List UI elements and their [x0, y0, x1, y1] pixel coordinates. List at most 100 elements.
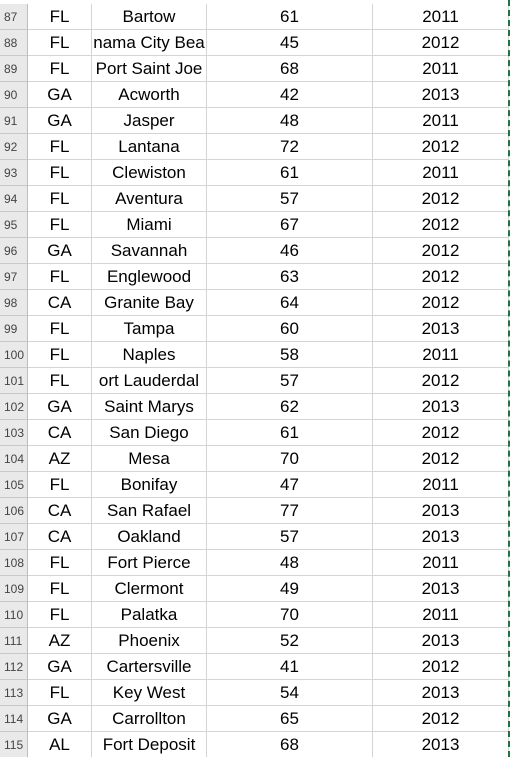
year-cell[interactable]: 2012 — [373, 264, 509, 290]
year-cell[interactable]: 2012 — [373, 212, 509, 238]
value-cell[interactable]: 62 — [207, 394, 373, 420]
year-cell[interactable]: 2012 — [373, 30, 509, 56]
state-cell[interactable]: FL — [28, 550, 92, 576]
state-cell[interactable]: FL — [28, 186, 92, 212]
state-cell[interactable]: FL — [28, 602, 92, 628]
year-cell[interactable]: 2012 — [373, 134, 509, 160]
row-header[interactable]: 103 — [0, 420, 28, 446]
city-cell[interactable]: Bonifay — [92, 472, 207, 498]
state-cell[interactable]: CA — [28, 420, 92, 446]
state-cell[interactable]: FL — [28, 316, 92, 342]
city-cell[interactable]: Carrollton — [92, 706, 207, 732]
row-header[interactable]: 114 — [0, 706, 28, 732]
value-cell[interactable]: 47 — [207, 472, 373, 498]
state-cell[interactable]: GA — [28, 706, 92, 732]
year-cell[interactable]: 2011 — [373, 4, 509, 30]
value-cell[interactable]: 52 — [207, 628, 373, 654]
city-cell[interactable]: San Rafael — [92, 498, 207, 524]
year-cell[interactable]: 2013 — [373, 628, 509, 654]
city-cell[interactable]: Clewiston — [92, 160, 207, 186]
value-cell[interactable]: 61 — [207, 420, 373, 446]
row-header[interactable]: 115 — [0, 732, 28, 757]
value-cell[interactable]: 61 — [207, 4, 373, 30]
city-cell[interactable]: Key West — [92, 680, 207, 706]
city-cell[interactable]: Granite Bay — [92, 290, 207, 316]
row-header[interactable]: 90 — [0, 82, 28, 108]
row-header[interactable]: 91 — [0, 108, 28, 134]
value-cell[interactable]: 72 — [207, 134, 373, 160]
year-cell[interactable]: 2012 — [373, 446, 509, 472]
row-header[interactable]: 108 — [0, 550, 28, 576]
city-cell[interactable]: Fort Deposit — [92, 732, 207, 757]
row-header[interactable]: 113 — [0, 680, 28, 706]
value-cell[interactable]: 57 — [207, 524, 373, 550]
value-cell[interactable]: 46 — [207, 238, 373, 264]
state-cell[interactable]: GA — [28, 82, 92, 108]
state-cell[interactable]: FL — [28, 56, 92, 82]
year-cell[interactable]: 2011 — [373, 56, 509, 82]
year-cell[interactable]: 2012 — [373, 368, 509, 394]
row-header[interactable]: 101 — [0, 368, 28, 394]
year-cell[interactable]: 2011 — [373, 108, 509, 134]
value-cell[interactable]: 70 — [207, 446, 373, 472]
city-cell[interactable]: ort Lauderdal — [92, 368, 207, 394]
year-cell[interactable]: 2012 — [373, 654, 509, 680]
year-cell[interactable]: 2013 — [373, 680, 509, 706]
year-cell[interactable]: 2013 — [373, 576, 509, 602]
city-cell[interactable]: Naples — [92, 342, 207, 368]
row-header[interactable]: 98 — [0, 290, 28, 316]
value-cell[interactable]: 48 — [207, 108, 373, 134]
city-cell[interactable]: Jasper — [92, 108, 207, 134]
row-header[interactable]: 111 — [0, 628, 28, 654]
city-cell[interactable]: Port Saint Joe — [92, 56, 207, 82]
row-header[interactable]: 105 — [0, 472, 28, 498]
value-cell[interactable]: 45 — [207, 30, 373, 56]
row-header[interactable]: 97 — [0, 264, 28, 290]
year-cell[interactable]: 2012 — [373, 186, 509, 212]
row-header[interactable]: 93 — [0, 160, 28, 186]
value-cell[interactable]: 41 — [207, 654, 373, 680]
city-cell[interactable]: Cartersville — [92, 654, 207, 680]
city-cell[interactable]: Aventura — [92, 186, 207, 212]
value-cell[interactable]: 58 — [207, 342, 373, 368]
year-cell[interactable]: 2012 — [373, 238, 509, 264]
state-cell[interactable]: FL — [28, 4, 92, 30]
state-cell[interactable]: FL — [28, 30, 92, 56]
value-cell[interactable]: 54 — [207, 680, 373, 706]
state-cell[interactable]: GA — [28, 108, 92, 134]
year-cell[interactable]: 2011 — [373, 602, 509, 628]
value-cell[interactable]: 61 — [207, 160, 373, 186]
year-cell[interactable]: 2013 — [373, 524, 509, 550]
row-header[interactable]: 99 — [0, 316, 28, 342]
year-cell[interactable]: 2012 — [373, 420, 509, 446]
row-header[interactable]: 110 — [0, 602, 28, 628]
year-cell[interactable]: 2013 — [373, 394, 509, 420]
year-cell[interactable]: 2011 — [373, 160, 509, 186]
row-header[interactable]: 109 — [0, 576, 28, 602]
state-cell[interactable]: FL — [28, 342, 92, 368]
state-cell[interactable]: CA — [28, 498, 92, 524]
state-cell[interactable]: FL — [28, 212, 92, 238]
city-cell[interactable]: Saint Marys — [92, 394, 207, 420]
city-cell[interactable]: Savannah — [92, 238, 207, 264]
year-cell[interactable]: 2011 — [373, 550, 509, 576]
row-header[interactable]: 92 — [0, 134, 28, 160]
state-cell[interactable]: GA — [28, 654, 92, 680]
state-cell[interactable]: FL — [28, 472, 92, 498]
row-header[interactable]: 95 — [0, 212, 28, 238]
year-cell[interactable]: 2013 — [373, 316, 509, 342]
value-cell[interactable]: 57 — [207, 368, 373, 394]
state-cell[interactable]: CA — [28, 524, 92, 550]
value-cell[interactable]: 42 — [207, 82, 373, 108]
year-cell[interactable]: 2011 — [373, 342, 509, 368]
value-cell[interactable]: 57 — [207, 186, 373, 212]
state-cell[interactable]: AZ — [28, 628, 92, 654]
row-header[interactable]: 89 — [0, 56, 28, 82]
state-cell[interactable]: GA — [28, 238, 92, 264]
row-header[interactable]: 94 — [0, 186, 28, 212]
value-cell[interactable]: 68 — [207, 56, 373, 82]
state-cell[interactable]: GA — [28, 394, 92, 420]
city-cell[interactable]: Englewood — [92, 264, 207, 290]
value-cell[interactable]: 68 — [207, 732, 373, 757]
value-cell[interactable]: 64 — [207, 290, 373, 316]
